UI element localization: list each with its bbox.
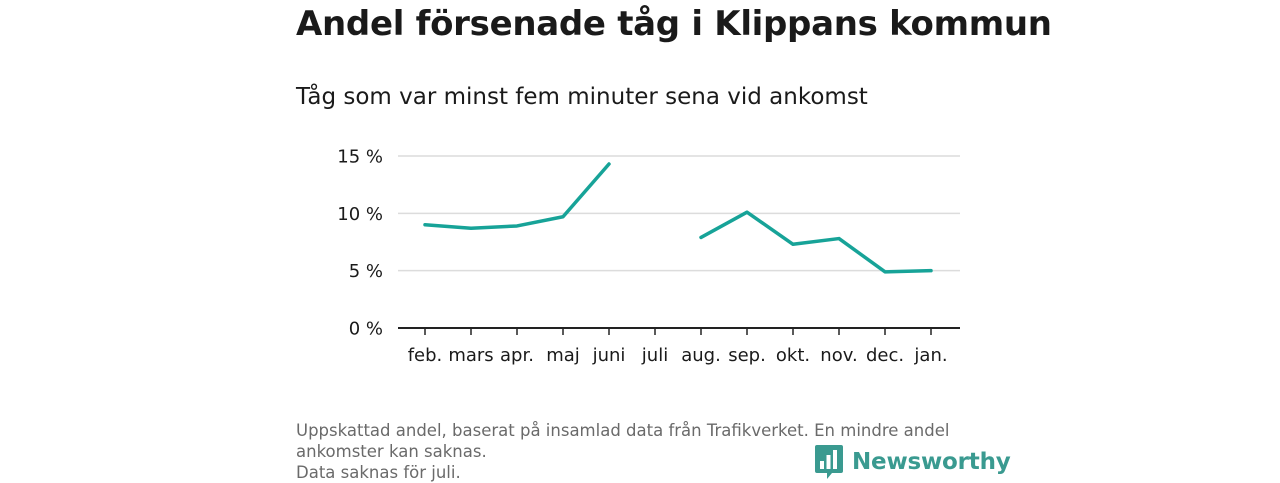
x-tick-label: juni — [592, 345, 626, 366]
y-tick-label: 15 % — [337, 147, 383, 168]
x-tick-label: maj — [546, 345, 580, 366]
x-tick-label: dec. — [866, 345, 904, 366]
gridlines — [398, 155, 960, 272]
series-line — [699, 210, 933, 274]
brand-name: Newsworthy — [852, 449, 1011, 475]
series-line — [423, 162, 611, 230]
brand-logo: Newsworthy — [814, 444, 1011, 480]
x-axis: feb. mars apr. maj juni juli aug. sep. okt. nov. d… — [398, 327, 960, 366]
series-lines — [423, 162, 933, 274]
footnote-missing-data: Data saknas för juli. — [296, 463, 461, 482]
x-tick-label: juli — [641, 345, 668, 366]
y-tick-label: 5 % — [349, 261, 383, 282]
footnote: Uppskattad andel, baserat på insamlad da… — [296, 420, 986, 483]
x-tick-label: okt. — [776, 345, 810, 366]
y-axis-ticks: 0 % 5 % 10 % 15 % — [337, 147, 383, 340]
x-tick-label: jan. — [913, 345, 947, 366]
x-tick-label: apr. — [500, 345, 534, 366]
x-tick-label: sep. — [728, 345, 766, 366]
x-tick-label: nov. — [820, 345, 857, 366]
bar-chart-speech-bubble-icon — [815, 445, 843, 479]
chart-title: Andel försenade tåg i Klippans kommun — [296, 4, 1052, 44]
y-tick-label: 0 % — [349, 319, 383, 340]
x-tick-label: aug. — [681, 345, 721, 366]
x-tick-label: feb. — [408, 345, 443, 366]
x-tick-label: mars — [448, 345, 493, 366]
footnote-source: Uppskattad andel, baserat på insamlad da… — [296, 421, 950, 461]
chart-subtitle: Tåg som var minst fem minuter sena vid a… — [296, 84, 868, 110]
y-tick-label: 10 % — [337, 204, 383, 225]
